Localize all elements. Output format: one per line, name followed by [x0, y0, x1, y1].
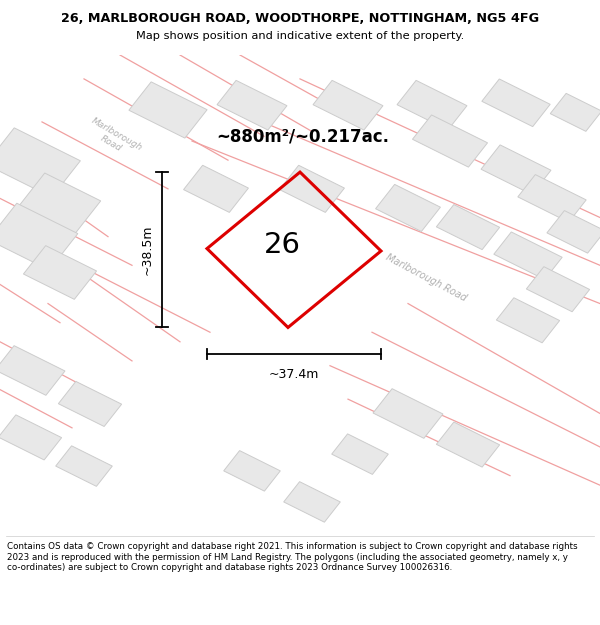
Text: ~37.4m: ~37.4m	[269, 368, 319, 381]
Text: Marlborough Road: Marlborough Road	[384, 252, 468, 302]
Text: 26: 26	[263, 231, 301, 259]
Polygon shape	[376, 184, 440, 231]
Polygon shape	[23, 246, 97, 299]
Polygon shape	[284, 482, 340, 522]
Polygon shape	[412, 115, 488, 167]
Polygon shape	[332, 434, 388, 474]
Polygon shape	[526, 267, 590, 312]
Text: Contains OS data © Crown copyright and database right 2021. This information is : Contains OS data © Crown copyright and d…	[7, 542, 578, 572]
Polygon shape	[0, 415, 62, 460]
Text: Map shows position and indicative extent of the property.: Map shows position and indicative extent…	[136, 31, 464, 41]
Text: Marlborough
Road: Marlborough Road	[85, 116, 143, 161]
Polygon shape	[550, 93, 600, 131]
Polygon shape	[0, 203, 78, 270]
Polygon shape	[482, 79, 550, 127]
Polygon shape	[129, 82, 207, 138]
Polygon shape	[481, 145, 551, 194]
Polygon shape	[224, 451, 280, 491]
Polygon shape	[496, 298, 560, 343]
Text: 26, MARLBOROUGH ROAD, WOODTHORPE, NOTTINGHAM, NG5 4FG: 26, MARLBOROUGH ROAD, WOODTHORPE, NOTTIN…	[61, 12, 539, 25]
Polygon shape	[313, 81, 383, 130]
Polygon shape	[58, 381, 122, 426]
Polygon shape	[19, 173, 101, 233]
Polygon shape	[0, 128, 80, 198]
Polygon shape	[518, 174, 586, 222]
Polygon shape	[494, 232, 562, 279]
Polygon shape	[436, 422, 500, 467]
Text: ~880m²/~0.217ac.: ~880m²/~0.217ac.	[217, 128, 389, 146]
Polygon shape	[217, 81, 287, 130]
Polygon shape	[56, 446, 112, 486]
Polygon shape	[184, 165, 248, 212]
Polygon shape	[0, 346, 65, 395]
Polygon shape	[280, 165, 344, 212]
Polygon shape	[373, 389, 443, 438]
Polygon shape	[436, 204, 500, 249]
Polygon shape	[397, 81, 467, 130]
Polygon shape	[547, 211, 600, 253]
Text: ~38.5m: ~38.5m	[140, 224, 154, 275]
